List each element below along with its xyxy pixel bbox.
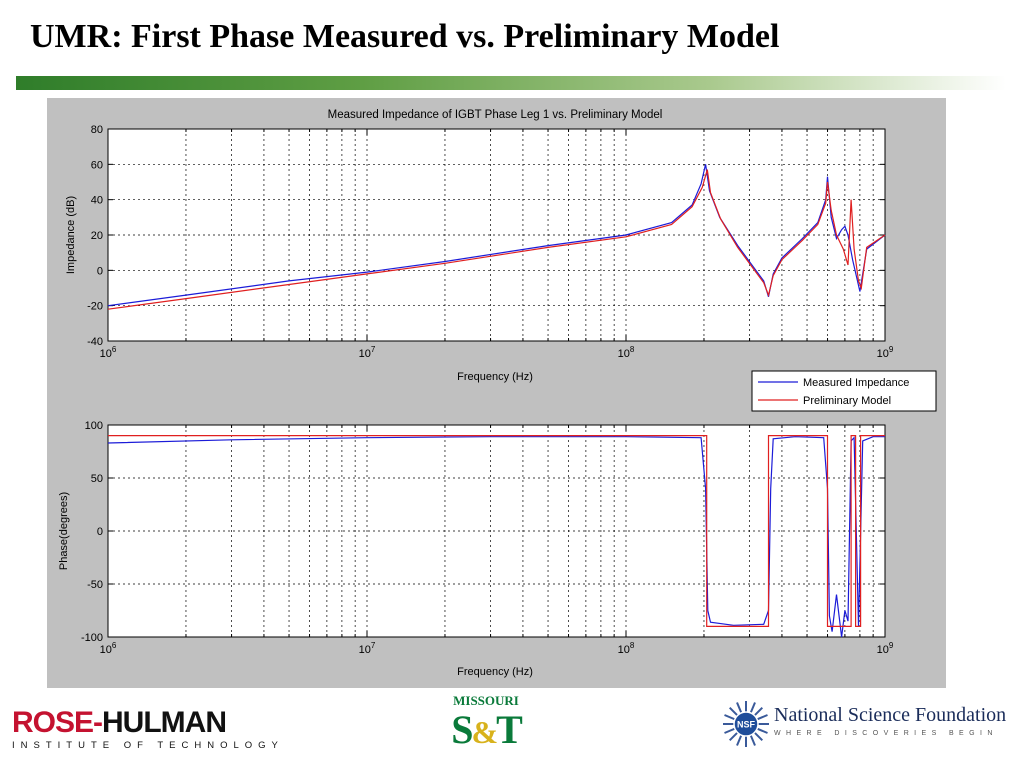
impedance-series [107, 164, 886, 310]
phase-series [107, 435, 885, 638]
x-tick-label: 107 [359, 345, 376, 360]
impedance-grid [107, 128, 885, 342]
x-tick-base: 10 [877, 348, 889, 360]
y-tick-label: 60 [91, 159, 103, 171]
slide-title: UMR: First Phase Measured vs. Preliminar… [30, 18, 780, 55]
x-tick-label: 108 [618, 641, 635, 656]
rose-hulman-logo: ROSE-HULMAN INSTITUTE OF TECHNOLOGY [12, 708, 284, 754]
y-tick-label: -20 [87, 301, 103, 313]
series-measured-line [107, 436, 885, 638]
missouri-st-logo: MISSOURI S&T [444, 694, 528, 764]
x-tick-label: 109 [877, 345, 894, 360]
y-tick-label: 40 [91, 195, 103, 207]
x-tick-base: 10 [618, 644, 630, 656]
impedance-x-ticks: 106 107 108 109 [100, 345, 894, 360]
x-tick-label: 107 [359, 641, 376, 656]
phase-x-axis-label: Frequency (Hz) [457, 666, 533, 678]
legend-box [751, 370, 937, 412]
title-rule [16, 76, 1006, 90]
x-tick-base: 10 [618, 348, 630, 360]
y-tick-label: -50 [87, 579, 103, 591]
y-tick-label: 20 [91, 230, 103, 242]
st-monogram-t: T [496, 707, 523, 752]
x-tick-base: 10 [359, 644, 371, 656]
phase-plot-area [107, 424, 886, 638]
x-tick-exponent: 8 [630, 641, 635, 650]
matlab-figure: Measured Impedance of IGBT Phase Leg 1 v… [47, 98, 946, 688]
x-tick-base: 10 [100, 348, 112, 360]
x-tick-exponent: 9 [889, 641, 894, 650]
impedance-y-axis-label: Impedance (dB) [65, 196, 77, 274]
impedance-y-ticks: -40 -20 0 20 40 60 80 [87, 124, 103, 348]
phase-x-ticks: 106 107 108 109 [100, 641, 894, 656]
x-tick-exponent: 6 [112, 345, 117, 354]
y-tick-label: 0 [97, 265, 103, 277]
nsf-logo: NSF National Science Foundation WHERE DI… [722, 696, 1012, 752]
y-tick-label: 80 [91, 124, 103, 136]
st-monogram-amp: & [471, 714, 498, 750]
missouri-wordmark: MISSOURI [453, 693, 519, 708]
series-model-line [107, 169, 886, 310]
y-tick-label: 50 [91, 473, 103, 485]
impedance-chart-title: Measured Impedance of IGBT Phase Leg 1 v… [328, 109, 663, 121]
x-tick-label: 109 [877, 641, 894, 656]
x-tick-base: 10 [359, 348, 371, 360]
nsf-badge-text: NSF [737, 720, 756, 730]
st-monogram-s: S [451, 707, 473, 752]
rose-hulman-subtitle: INSTITUTE OF TECHNOLOGY [12, 740, 284, 751]
legend-measured-label: Measured Impedance [803, 377, 909, 389]
legend: Measured Impedance Preliminary Model [751, 370, 937, 412]
chart-svg: Measured Impedance of IGBT Phase Leg 1 v… [58, 109, 937, 678]
impedance-plot-area [107, 128, 886, 342]
x-tick-label: 108 [618, 345, 635, 360]
y-tick-label: 100 [85, 420, 103, 432]
x-tick-base: 10 [877, 644, 889, 656]
rose-hulman-wordmark: ROSE-HULMAN [12, 708, 262, 738]
nsf-tagline: WHERE DISCOVERIES BEGIN [774, 730, 998, 737]
series-measured-line [107, 164, 886, 307]
x-tick-label: 106 [100, 641, 117, 656]
legend-model-label: Preliminary Model [803, 395, 891, 407]
y-tick-label: -100 [81, 632, 103, 644]
x-tick-base: 10 [100, 644, 112, 656]
rose-hulman-wordmark-red: ROSE- [12, 706, 103, 739]
impedance-plot: Measured Impedance of IGBT Phase Leg 1 v… [65, 109, 894, 383]
x-tick-exponent: 9 [889, 345, 894, 354]
x-tick-label: 106 [100, 345, 117, 360]
nsf-name: National Science Foundation [774, 704, 1007, 726]
rose-hulman-wordmark-dark: HULMAN [102, 706, 227, 739]
st-monogram: S&T [444, 708, 528, 754]
y-tick-label: 0 [97, 526, 103, 538]
x-tick-exponent: 7 [371, 641, 376, 650]
x-tick-exponent: 6 [112, 641, 117, 650]
series-model-line [108, 435, 885, 628]
x-tick-exponent: 8 [630, 345, 635, 354]
nsf-globe-icon: NSF [723, 701, 769, 747]
phase-grid [107, 424, 885, 638]
y-tick-label: -40 [87, 336, 103, 348]
impedance-x-axis-label: Frequency (Hz) [457, 371, 533, 383]
phase-y-axis-label: Phase(degrees) [58, 492, 70, 570]
x-tick-exponent: 7 [371, 345, 376, 354]
phase-y-ticks: -100 -50 0 50 100 [81, 420, 103, 644]
